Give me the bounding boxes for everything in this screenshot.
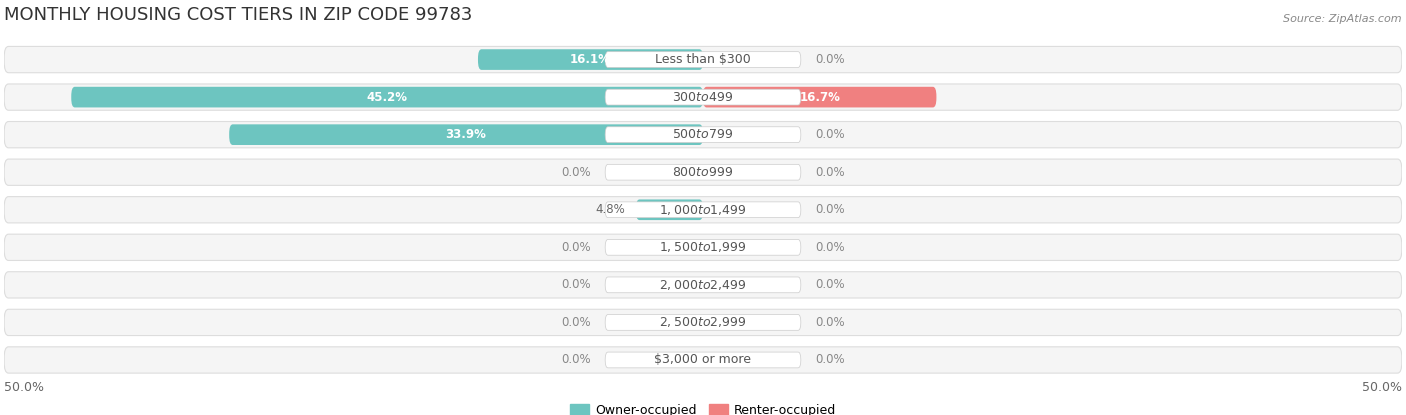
FancyBboxPatch shape [605,202,801,217]
Text: Less than $300: Less than $300 [655,53,751,66]
Text: 0.0%: 0.0% [815,53,845,66]
FancyBboxPatch shape [605,352,801,368]
FancyBboxPatch shape [4,272,1402,298]
Text: 16.7%: 16.7% [799,90,841,104]
FancyBboxPatch shape [229,124,703,145]
FancyBboxPatch shape [605,52,801,68]
Text: $500 to $799: $500 to $799 [672,128,734,141]
FancyBboxPatch shape [4,347,1402,373]
Text: $1,000 to $1,499: $1,000 to $1,499 [659,203,747,217]
Legend: Owner-occupied, Renter-occupied: Owner-occupied, Renter-occupied [569,404,837,415]
Text: $300 to $499: $300 to $499 [672,90,734,104]
FancyBboxPatch shape [4,46,1402,73]
FancyBboxPatch shape [4,309,1402,336]
Text: 0.0%: 0.0% [815,128,845,141]
FancyBboxPatch shape [4,197,1402,223]
Text: 0.0%: 0.0% [561,278,591,291]
FancyBboxPatch shape [605,127,801,142]
FancyBboxPatch shape [636,200,703,220]
FancyBboxPatch shape [605,315,801,330]
FancyBboxPatch shape [703,87,936,107]
Text: 0.0%: 0.0% [815,316,845,329]
Text: $2,000 to $2,499: $2,000 to $2,499 [659,278,747,292]
FancyBboxPatch shape [605,277,801,293]
Text: 0.0%: 0.0% [815,203,845,216]
Text: 0.0%: 0.0% [561,241,591,254]
FancyBboxPatch shape [4,234,1402,261]
FancyBboxPatch shape [478,49,703,70]
Text: 0.0%: 0.0% [561,316,591,329]
Text: $800 to $999: $800 to $999 [672,166,734,179]
FancyBboxPatch shape [605,164,801,180]
Text: 4.8%: 4.8% [595,203,624,216]
Text: 16.1%: 16.1% [569,53,612,66]
Text: 45.2%: 45.2% [367,90,408,104]
FancyBboxPatch shape [605,89,801,105]
Text: $3,000 or more: $3,000 or more [655,354,751,366]
Text: MONTHLY HOUSING COST TIERS IN ZIP CODE 99783: MONTHLY HOUSING COST TIERS IN ZIP CODE 9… [4,6,472,24]
FancyBboxPatch shape [605,239,801,255]
Text: 33.9%: 33.9% [446,128,486,141]
FancyBboxPatch shape [4,122,1402,148]
Text: 0.0%: 0.0% [815,166,845,179]
Text: 50.0%: 50.0% [4,381,44,393]
Text: Source: ZipAtlas.com: Source: ZipAtlas.com [1284,14,1402,24]
FancyBboxPatch shape [4,159,1402,186]
FancyBboxPatch shape [72,87,703,107]
FancyBboxPatch shape [4,84,1402,110]
Text: 0.0%: 0.0% [815,241,845,254]
Text: 0.0%: 0.0% [561,354,591,366]
Text: 50.0%: 50.0% [1362,381,1402,393]
Text: 0.0%: 0.0% [815,278,845,291]
Text: 0.0%: 0.0% [815,354,845,366]
Text: $2,500 to $2,999: $2,500 to $2,999 [659,315,747,330]
Text: 0.0%: 0.0% [561,166,591,179]
Text: $1,500 to $1,999: $1,500 to $1,999 [659,240,747,254]
